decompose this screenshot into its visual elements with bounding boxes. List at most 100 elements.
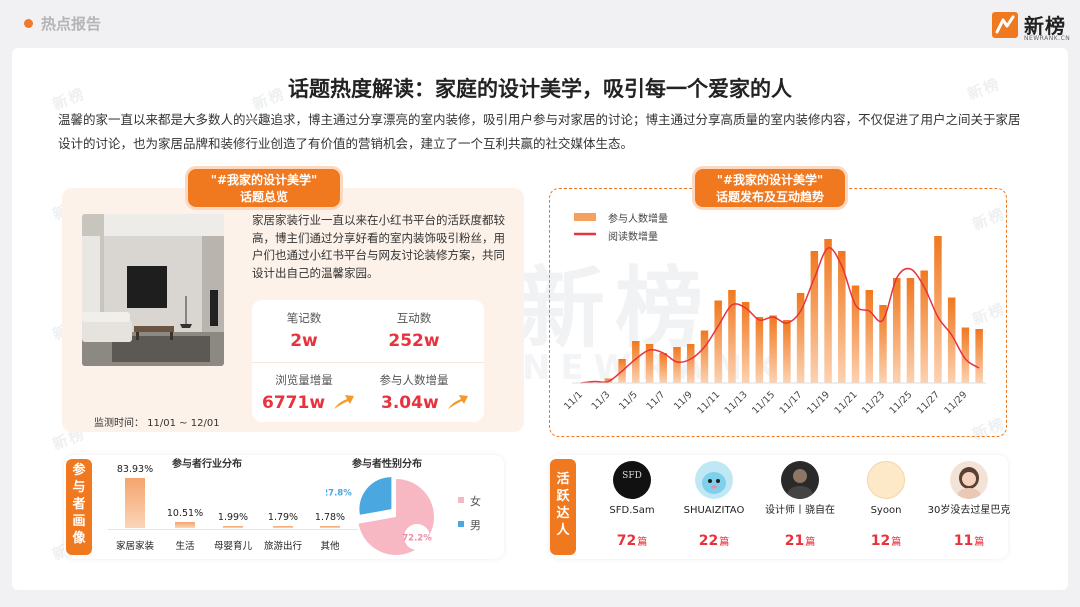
expert-count: 12篇 <box>844 533 928 549</box>
bar-participants-11/23 <box>879 305 887 383</box>
x-tick-label: 11/27 <box>915 389 942 416</box>
trend-up-arrow-icon <box>334 395 355 409</box>
avatar <box>950 461 988 499</box>
expert-card[interactable]: SFD SFD.Sam 72篇 <box>590 461 674 549</box>
bar-participants-11/7 <box>659 353 668 383</box>
trend-tag-line1: "#我家的设计美学" <box>716 173 824 187</box>
industry-category-label: 旅游出行 <box>263 541 302 552</box>
expert-card[interactable]: SHUAIZITAO 22篇 <box>672 461 756 549</box>
x-tick-label: 11/13 <box>723 389 750 416</box>
avatar <box>867 461 905 499</box>
male-swatch <box>458 521 464 527</box>
overview-description: 家居家装行业一直以来在小红书平台的活跃度都较高，博主们通过分享好看的室内装饰吸引… <box>252 213 505 280</box>
gender-legend-label: 男 <box>470 519 481 532</box>
avatar <box>695 461 733 499</box>
expert-name: Syoon <box>870 505 902 516</box>
legend-bar-swatch <box>574 213 596 221</box>
industry-bar <box>175 521 195 528</box>
bar-participants-11/9 <box>686 344 695 383</box>
monitor-period: 监测时间： 11/01 ~ 12/01 <box>94 418 220 429</box>
expert-count-unit: 篇 <box>719 537 730 548</box>
expert-card[interactable]: 30岁没去过星巴克 11篇 <box>927 461 1011 549</box>
x-tick-label: 11/15 <box>750 389 777 416</box>
series-line-reads <box>580 247 980 384</box>
expert-name: 30岁没去过星巴克 <box>927 505 1011 516</box>
bar-participants-11/16 <box>783 320 791 383</box>
avatar-cartoon-icon <box>702 472 726 494</box>
x-tick-label: 11/21 <box>833 389 860 416</box>
section-title: 热点报告 <box>41 15 102 33</box>
brand-logo: 新榜 NEWRANK.CN <box>992 10 1072 42</box>
brand-logo-icon <box>992 12 1018 38</box>
bar-participants-11/15 <box>769 315 777 383</box>
x-tick-label: 11/23 <box>860 389 887 416</box>
stats-divider <box>252 362 484 363</box>
bar-participants-11/8 <box>673 347 681 383</box>
report-card: 新榜 新榜 新榜 新榜 新榜 新榜 新榜 新榜 新榜 新榜 新榜 NEWRANK… <box>12 48 1068 590</box>
topic-overview-panel: 家居家装行业一直以来在小红书平台的活跃度都较高，博主们通过分享好看的室内装饰吸引… <box>62 188 524 432</box>
trend-chart: 11/1 11/3 11/5 11/7 11/9 11/11 11/13 11/15 11/17… <box>562 213 986 416</box>
pie-label-male: 27.8% <box>326 489 352 499</box>
bar-participants-11/20 <box>838 251 846 383</box>
industry-bar <box>320 526 340 528</box>
bar-participants-11/22 <box>865 290 874 383</box>
industry-category-label: 家居家装 <box>115 541 154 552</box>
bar-participants-11/24 <box>892 278 901 383</box>
trend-tag-line2: 话题发布及互动趋势 <box>715 190 824 204</box>
industry-title: 参与者行业分布 <box>172 459 242 470</box>
expert-count: 22篇 <box>672 533 756 549</box>
intro-paragraph: 温馨的家一直以来都是大多数人的兴趣追求，博主通过分享漂亮的室内装修，吸引用户参与… <box>58 112 1021 151</box>
industry-category-label: 母婴育儿 <box>213 541 252 552</box>
expert-name: 设计师丨骁自在 <box>765 505 835 516</box>
bar-participants-11/26 <box>920 270 928 383</box>
bar-participants-11/6 <box>645 344 654 383</box>
avatar-person-icon <box>957 467 981 499</box>
industry-axis <box>108 529 358 530</box>
x-tick-label: 11/7 <box>645 389 668 412</box>
active-experts-panel: 活跃达人 SFD SFD.Sam 72篇 SHUAIZITAO 22篇 <box>550 455 1011 559</box>
overview-tag-line2: 话题总览 <box>239 190 288 204</box>
persona-tag: 参与者画像 <box>66 459 92 555</box>
living-room-illustration <box>82 214 224 366</box>
expert-count-value: 72 <box>616 533 637 549</box>
top-bar: 热点报告 新榜 NEWRANK.CN <box>0 0 1080 48</box>
bar-participants-11/19 <box>824 239 832 383</box>
overview-stats: 笔记数 2w 互动数 252w 浏览量增量 6771w 参与人数增量 3.04w <box>252 300 484 422</box>
pie-label-male-bubble <box>326 479 350 505</box>
bar-participants-11/21 <box>851 285 860 383</box>
industry-percent-label: 83.93% <box>116 463 154 475</box>
bar-participants-11/27 <box>934 236 942 383</box>
bar-participants-11/28 <box>947 297 956 383</box>
stat-value: 2w <box>290 331 318 351</box>
trend-panel: 11/1 11/3 11/5 11/7 11/9 11/11 11/13 11/15 11/17… <box>549 188 1007 437</box>
expert-name: SFD.Sam <box>609 505 655 516</box>
bar-participants-11/29 <box>961 327 970 383</box>
x-tick-label: 11/5 <box>617 389 640 412</box>
avatar <box>781 461 819 499</box>
gender-legend-label: 女 <box>470 495 481 508</box>
expert-count-value: 22 <box>698 533 719 549</box>
stat-label: 参与人数增量 <box>379 373 449 387</box>
industry-percent-label: 10.51% <box>166 507 204 519</box>
expert-count-unit: 篇 <box>637 537 648 548</box>
bar-participants-11/5 <box>632 341 640 383</box>
gender-legend-female: 女 <box>458 493 481 509</box>
experts-tag: 活跃达人 <box>550 459 576 555</box>
bar-participants-11/10 <box>700 330 709 383</box>
expert-count-unit: 篇 <box>974 537 985 548</box>
expert-card[interactable]: 设计师丨骁自在 21篇 <box>758 461 842 549</box>
bar-participants-11/18 <box>810 251 819 383</box>
x-tick-label: 11/19 <box>805 389 832 416</box>
expert-card[interactable]: Syoon 12篇 <box>844 461 928 549</box>
expert-count-unit: 篇 <box>805 537 816 548</box>
stat-value-row: 3.04w <box>381 392 491 413</box>
legend-line-label: 阅读数增量 <box>608 232 658 243</box>
brand-name: 新榜 <box>1024 14 1066 38</box>
industry-bar <box>125 477 145 528</box>
bar-participants-11/17 <box>796 293 805 383</box>
experts-tag-text: 活跃达人 <box>556 472 570 538</box>
industry-percent-label: 1.79% <box>267 512 299 523</box>
bar-participants-11/12 <box>728 290 736 383</box>
expert-count-unit: 篇 <box>891 537 902 548</box>
industry-bar <box>223 526 243 528</box>
